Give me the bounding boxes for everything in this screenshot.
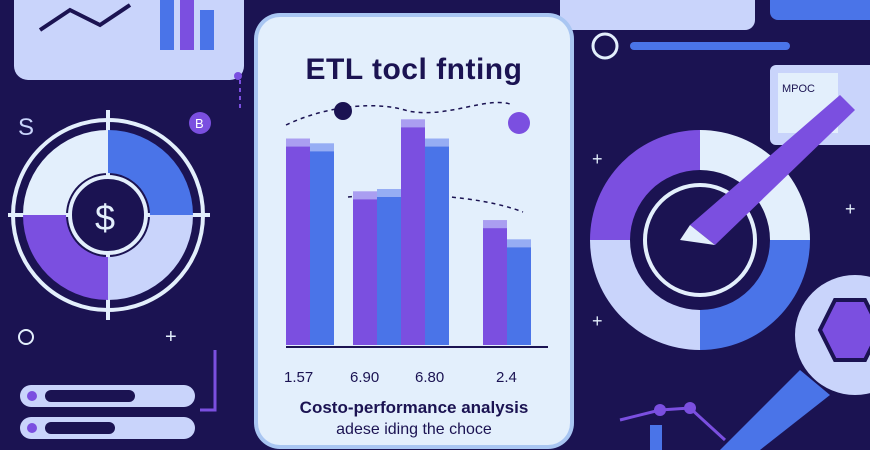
left-letter-icon: S [18,114,34,141]
marker-icon-2 [508,112,530,134]
headset-icon [591,32,619,60]
bar-cap [310,143,334,152]
svg-text:B: B [195,116,204,131]
bar-2.4-s1 [483,220,507,345]
top-left-bar-1 [160,0,174,50]
caption-line-1: Costo-performance analysis [299,398,529,417]
svg-text:+: + [592,311,603,331]
bar-2.4-s2 [507,239,531,345]
left-donut-chart: $ [8,110,210,320]
top-left-line-chart [38,3,132,32]
svg-text:+: + [592,149,603,169]
bar-cap [425,138,449,147]
left-sliders: + [18,80,241,439]
bar-6.90-s2 [377,189,401,345]
bar-cap [483,220,507,229]
wrench-icon [720,370,830,450]
bar-6.90-s1 [353,191,377,345]
bar-cap [286,138,310,147]
bar-cap [507,239,531,248]
top-left-bar-3 [200,10,214,50]
bottom-right-line-chart [619,406,727,442]
gear-icon [795,275,870,395]
svg-text:$: $ [95,197,115,238]
top-left-dot [234,72,242,80]
bar-6.80-s2 [425,138,449,345]
svg-text:+: + [845,199,856,219]
svg-text:MPOC: MPOC [782,83,815,95]
bar-1.57-s1 [286,138,310,345]
bar-6.80-s1 [401,119,425,346]
bar-cap [353,191,377,200]
bar-cap [377,189,401,197]
top-left-bar-2 [180,0,194,50]
dashed-trend-line [285,101,514,126]
card-title: ETL tocl fnting [305,53,523,86]
central-card: ETL tocl fnting 1.57 6.90 6.80 2.4 Costo… [258,17,570,445]
tick-label: 6.80 [415,369,445,386]
svg-text:+: + [165,326,177,348]
bar-cap [401,119,425,128]
left-badge-icon [189,112,211,134]
top-right-panel [560,0,755,30]
pen-icon [680,95,855,245]
tick-label: 6.90 [350,369,380,386]
tick-label: 2.4 [496,369,517,386]
bar-1.57-s2 [310,143,334,345]
marker-icon-1 [334,102,352,120]
tick-label: 1.57 [284,369,314,386]
bar-chart [285,101,548,348]
caption-line-2: adese iding the choce [336,421,492,438]
left-curve-arrow [58,162,81,176]
